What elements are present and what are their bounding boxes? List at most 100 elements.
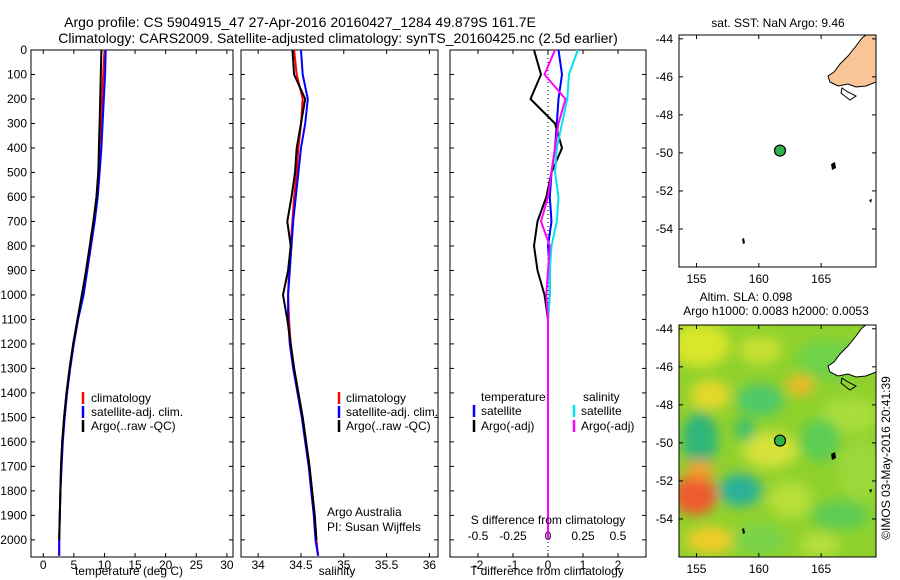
legend-label-sat: satellite-adj. clim. <box>346 405 438 419</box>
lon-tick-label: 155 <box>686 562 706 576</box>
depth-tick-label: 500 <box>7 165 27 179</box>
depth-tick-label: 1800 <box>0 484 27 498</box>
lat-tick-label: -44 <box>656 32 674 46</box>
sla-title-line2: Argo h1000: 0.0083 h2000: 0.0053 <box>683 304 869 318</box>
sla-map-frame <box>678 324 877 558</box>
legend-label-sat: satellite-adj. clim. <box>91 405 183 419</box>
depth-tick-label: 100 <box>7 67 27 81</box>
depth-tick-label: 1600 <box>0 435 27 449</box>
legend-label-clim: climatology <box>91 391 151 405</box>
x-tick-label-sal: 0.5 <box>610 529 627 543</box>
depth-tick-label: 1500 <box>0 410 27 424</box>
x-tick-label: 34.5 <box>289 558 313 572</box>
lon-tick-label: 165 <box>811 562 831 576</box>
depth-tick-label: 800 <box>7 239 27 253</box>
series-line-argo-raw-qc- <box>58 49 103 540</box>
x-tick-label: 15 <box>128 558 142 572</box>
temp-xlabel: temperature (deg C) <box>75 564 183 578</box>
island-shape <box>831 452 836 460</box>
island-shape <box>840 377 857 391</box>
diff-legend: temperature satellite Argo(-adj) salinit… <box>472 390 634 433</box>
depth-tick-label: 700 <box>7 214 27 228</box>
x-tick-label: 0 <box>40 558 47 572</box>
depth-tick-label: 400 <box>7 141 27 155</box>
lon-tick-label: 165 <box>811 272 831 286</box>
sst-map-axes: 155 160 165 -44 -46 -48 -50 -52 -54 <box>656 32 876 286</box>
series-line-satellite-adj-clim- <box>287 49 320 556</box>
depth-tick-label: 0 <box>20 43 27 57</box>
island-shape <box>840 87 857 101</box>
sal-x-axis: 34 34.5 35 35.5 36 <box>251 50 436 572</box>
land-shape <box>827 325 876 378</box>
lat-tick-label: -54 <box>656 512 674 526</box>
sla-title-line1: Altim. SLA: 0.098 <box>700 290 793 304</box>
temp-series <box>58 49 107 556</box>
sst-map-frame <box>678 34 877 268</box>
island-shape <box>742 238 745 244</box>
legend-label-temp-sat: satellite <box>481 404 522 418</box>
land-shape <box>827 35 876 88</box>
depth-tick-label: 600 <box>7 190 27 204</box>
series-line-salinity-argo-adj- <box>540 49 567 540</box>
x-tick-label: 20 <box>159 558 173 572</box>
lon-tick-label: 160 <box>749 562 769 576</box>
depth-axis: 0 100 200 300 400 500 600 700 800 900 1000 1100 1200… <box>0 43 27 547</box>
x-tick-label: 30 <box>220 558 234 572</box>
legend-sal-head: salinity <box>583 390 620 404</box>
diff-xlabel-top: S difference from climatology <box>471 513 626 527</box>
series-line-climatology <box>287 49 320 556</box>
depth-tick-label: 900 <box>7 263 27 277</box>
figure-subtitle: Climatology: CARS2009. Satellite-adjuste… <box>58 30 618 46</box>
x-tick-label: 1 <box>580 558 587 572</box>
x-tick-label: 34 <box>251 558 265 572</box>
x-tick-label: 25 <box>190 558 204 572</box>
sal-series <box>282 49 320 556</box>
series-line-argo-raw-qc- <box>282 49 318 540</box>
x-tick-label: 5 <box>71 558 78 572</box>
x-tick-label: 35 <box>337 558 351 572</box>
depth-tick-label: 1300 <box>0 361 27 375</box>
island-shape <box>869 199 872 203</box>
x-tick-label: 10 <box>98 558 112 572</box>
lat-tick-label: -44 <box>656 322 674 336</box>
lat-tick-label: -52 <box>656 474 674 488</box>
x-tick-label-sal: 0.25 <box>571 529 595 543</box>
panel-y-ticks <box>31 49 646 541</box>
x-tick-label: -2 <box>473 558 484 572</box>
x-tick-label-sal: -0.5 <box>468 529 489 543</box>
lat-tick-label: -46 <box>656 70 674 84</box>
depth-tick-label: 1400 <box>0 386 27 400</box>
legend-label-argo: Argo(..raw -QC) <box>346 419 431 433</box>
sst-title: sat. SST: NaN Argo: 9.46 <box>711 16 845 30</box>
lon-tick-label: 160 <box>749 272 769 286</box>
x-tick-label: 35.5 <box>375 558 399 572</box>
imos-stamp: ©IMOS 03-May-2016 20:41:39 <box>879 376 893 540</box>
temp-panel-frame <box>30 49 234 558</box>
x-tick-label: -1 <box>508 558 519 572</box>
sal-legend: climatology satellite-adj. clim. Argo(..… <box>337 391 438 433</box>
depth-tick-label: 2000 <box>0 533 27 547</box>
depth-tick-label: 1700 <box>0 459 27 473</box>
x-tick-label: 0 <box>545 558 552 572</box>
depth-tick-label: 1900 <box>0 508 27 522</box>
lat-tick-label: -48 <box>656 108 674 122</box>
series-line-salinity-satellite <box>547 49 579 540</box>
figure-title: Argo profile: CS 5904915_47 27-Apr-2016 … <box>64 14 536 30</box>
argo-location-marker <box>773 144 787 157</box>
x-tick-label: 36 <box>423 558 437 572</box>
legend-label-sal-sat: satellite <box>581 404 622 418</box>
sal-xlabel: salinity <box>319 564 356 578</box>
lat-tick-label: -48 <box>656 398 674 412</box>
legend-label-sal-argo: Argo(-adj) <box>581 419 634 433</box>
sla-map-axes: 155 160 165 -44 -46 -48 -50 -52 -54 <box>656 322 876 576</box>
depth-tick-label: 200 <box>7 92 27 106</box>
legend-label-temp-argo: Argo(-adj) <box>481 419 534 433</box>
legend-label-clim: climatology <box>346 391 406 405</box>
credit-line1: Argo Australia <box>327 505 402 519</box>
legend-label-argo: Argo(..raw -QC) <box>91 419 176 433</box>
sla-map-body <box>679 325 876 557</box>
diff-series <box>529 49 579 540</box>
argo-location-marker <box>773 434 787 447</box>
depth-tick-label: 300 <box>7 116 27 130</box>
